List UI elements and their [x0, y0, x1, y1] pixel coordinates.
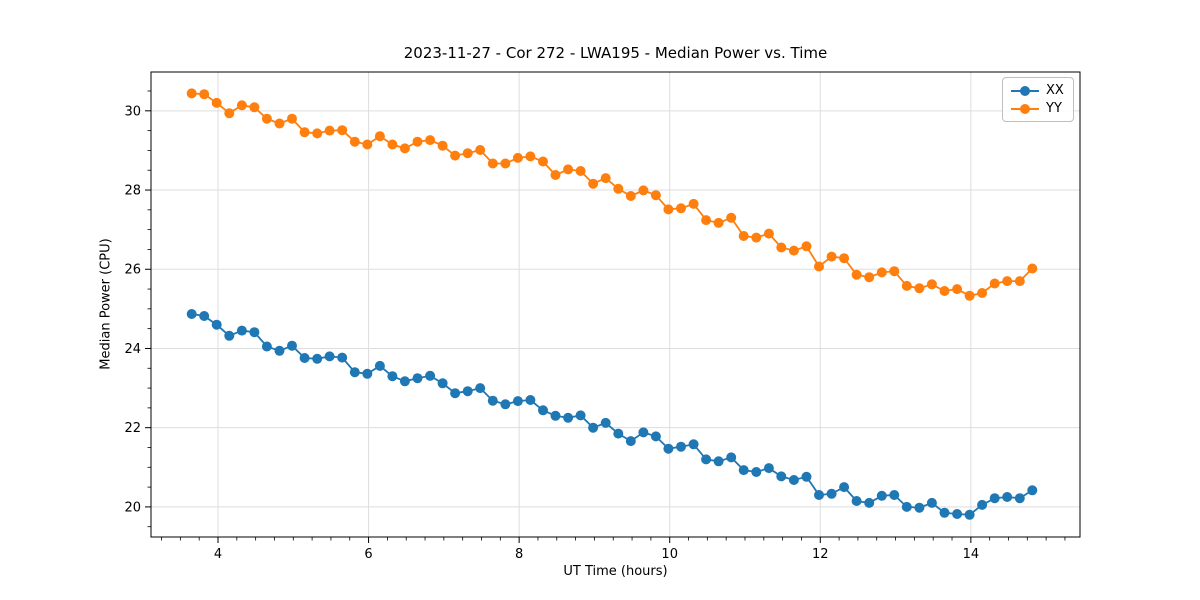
svg-text:10: 10	[661, 547, 678, 562]
svg-text:6: 6	[364, 547, 372, 562]
legend-label-xx: XX	[1046, 83, 1064, 98]
svg-text:22: 22	[124, 421, 141, 436]
legend-marker-yy	[1020, 103, 1030, 114]
y-axis-label: Median Power (CPU)	[98, 238, 114, 370]
legend: XX YY	[1002, 77, 1074, 122]
grid-lines	[151, 72, 1080, 537]
svg-text:12: 12	[812, 547, 829, 562]
svg-text:20: 20	[124, 500, 141, 515]
axes	[145, 71, 1081, 543]
svg-text:30: 30	[124, 104, 141, 119]
legend-marker-xx	[1020, 85, 1030, 96]
legend-swatch-yy	[1011, 103, 1039, 114]
svg-text:14: 14	[963, 547, 980, 562]
legend-label-yy: YY	[1046, 101, 1062, 116]
legend-item-xx: XX	[1010, 83, 1064, 98]
chart-title: 2023-11-27 - Cor 272 - LWA195 - Median P…	[403, 44, 828, 62]
svg-text:8: 8	[515, 547, 523, 562]
legend-swatch-xx	[1011, 85, 1039, 96]
x-axis-label: UT Time (hours)	[563, 564, 668, 579]
legend-item-yy: YY	[1010, 101, 1064, 116]
svg-text:26: 26	[124, 263, 141, 278]
tick-labels: 4 6 8 10 12 14 20 22 24 26 28 30	[124, 104, 979, 562]
svg-text:24: 24	[124, 342, 141, 357]
data-series	[186, 88, 1038, 520]
svg-text:4: 4	[214, 547, 222, 562]
svg-text:28: 28	[124, 184, 141, 199]
